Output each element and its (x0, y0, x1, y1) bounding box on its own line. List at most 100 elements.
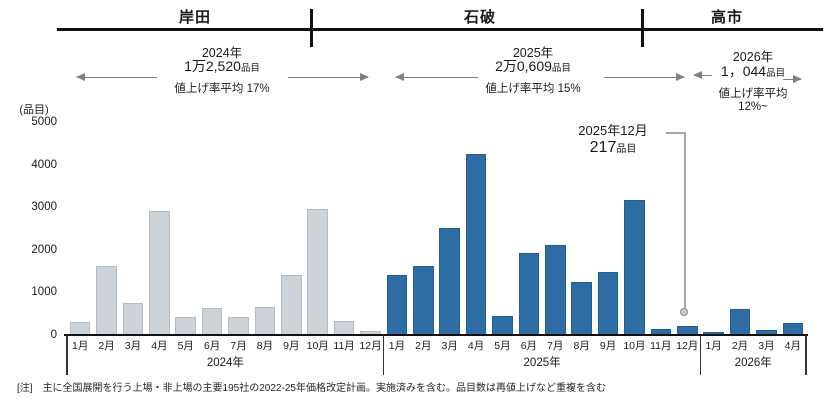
bar-2024年-6月 (201, 308, 223, 335)
x-tick-label: 8月 (256, 340, 274, 352)
pm-section-label-ishiba: 石破 (463, 9, 496, 26)
bar-slot (199, 121, 225, 335)
x-tick-label: 3月 (758, 340, 775, 352)
callout-leader-line-horizontal (666, 132, 685, 134)
bar-slot (384, 121, 410, 335)
x-tick-label: 1月 (388, 340, 406, 352)
bar-2025年-8月 (571, 281, 592, 335)
bar-2024年-4月 (149, 211, 170, 335)
bar-2024年-8月 (254, 306, 276, 335)
bar-group-2026年 (700, 121, 806, 335)
x-tick-label: 9月 (283, 340, 300, 352)
x-tick-label: 3月 (441, 340, 458, 352)
callout-value-unit: 品目 (616, 144, 637, 155)
x-tick-label: 2月 (731, 340, 749, 352)
period-2026-year: 2026年 (732, 50, 774, 64)
x-tick-label: 8月 (573, 340, 590, 352)
x-axis-separator (382, 335, 385, 375)
period-2026-count-value: 1，044 (720, 63, 767, 79)
x-tick-label: 4月 (467, 340, 485, 352)
bar-2024年-2月 (96, 265, 117, 335)
pm-section-label-takaichi: 高市 (710, 9, 743, 26)
bar-slot (93, 121, 119, 335)
bar-2025年-2月 (413, 265, 434, 335)
bar-slot (463, 121, 489, 335)
bar-slot (225, 121, 251, 335)
x-label-group-2026年: 1月 2月 3月 4月 2026年 (700, 338, 806, 372)
bar-slot (120, 121, 146, 335)
footnote: [注] 主に全国展開を行う上場・非上場の主要195社の2022-25年価格改定計… (17, 383, 606, 394)
x-tick-label: 2月 (98, 340, 115, 352)
period-2026-count: 1，044品目 (653, 61, 827, 81)
y-tick-label: 1000 (31, 286, 57, 299)
bar-slot (780, 121, 806, 335)
bar-slot (437, 121, 463, 335)
x-tick-label: 11月 (650, 340, 672, 352)
x-tick-label: 6月 (520, 340, 538, 352)
range-arrow-left-2024 (76, 73, 157, 81)
period-2024-year: 2024年 (201, 46, 243, 60)
bar-slot (674, 121, 700, 335)
bar-slot (753, 121, 779, 335)
period-2026-rate-line2: 12%~ (738, 101, 768, 113)
x-axis-separator (66, 335, 68, 375)
bar-slot (516, 121, 542, 335)
x-tick-label: 10月 (623, 340, 646, 352)
bar-2024年-3月 (122, 302, 144, 335)
y-tick-label: 2000 (31, 243, 57, 256)
x-tick-label: 6月 (203, 340, 221, 352)
period-2025-rate: 値上げ率平均 15% (485, 83, 581, 95)
callout-value: 217品目 (557, 138, 669, 160)
bar-plot-area (67, 121, 806, 335)
range-arrow-right-2025 (604, 73, 685, 81)
bar-2025年-4月 (465, 154, 487, 335)
bar-2024年-7月 (228, 317, 249, 335)
timeline-divider (310, 9, 313, 47)
bar-slot (146, 121, 172, 335)
period-2024-count-value: 1万2,520 (184, 58, 241, 74)
x-label-group-2024年: 1月 2月 3月 4月 5月 6月 7月 8月 9月 10月 11月 12月 2024年 (67, 338, 384, 372)
callout-date: 2025年12月 (578, 123, 648, 138)
bar-2025年-7月 (544, 245, 566, 335)
bar-slot (278, 121, 304, 335)
period-2025-count-unit: 品目 (551, 63, 571, 74)
bar-slot (489, 121, 515, 335)
y-tick-label: 5000 (31, 116, 57, 128)
period-2024-count: 1万2,520品目 (122, 56, 322, 76)
bar-2024年-5月 (175, 317, 197, 335)
bar-group-2024年 (67, 121, 384, 335)
period-2026-rate-line1: 値上げ率平均 (718, 88, 788, 100)
x-axis-line (64, 334, 808, 336)
x-tick-label: 4月 (784, 340, 801, 352)
bar-2026年-2月 (729, 308, 751, 335)
x-year-label: 2025年 (523, 357, 561, 369)
range-arrow-left-2026 (693, 71, 712, 79)
bar-2024年-9月 (281, 275, 302, 335)
x-tick-label: 7月 (547, 340, 564, 352)
bar-2025年-3月 (439, 228, 460, 335)
x-tick-label: 12月 (359, 340, 382, 352)
y-tick-label: 0 (50, 329, 57, 341)
x-tick-label: 1月 (72, 340, 89, 352)
x-axis-separator (805, 335, 807, 375)
x-tick-label: 4月 (151, 340, 168, 352)
timeline-divider (641, 9, 644, 47)
x-tick-label: 3月 (124, 340, 142, 352)
callout-leader-line-vertical (684, 132, 686, 308)
period-2025-year: 2025年 (512, 46, 554, 60)
timeline-axis (57, 28, 823, 31)
bar-2025年-6月 (518, 252, 540, 335)
bar-2024年-10月 (307, 209, 328, 335)
x-axis-labels: 1月 2月 3月 4月 5月 6月 7月 8月 9月 10月 11月 12月 2024年 1月 2月 3月 4月… (67, 338, 806, 372)
bar-slot (727, 121, 753, 335)
x-axis-separator (699, 335, 702, 375)
x-year-label: 2026年 (734, 357, 772, 369)
period-2024-rate: 値上げ率平均 17% (174, 83, 270, 95)
bar-slot (357, 121, 383, 335)
bar-slot (173, 121, 199, 335)
range-arrow-left-2025 (395, 73, 478, 81)
bar-slot (331, 121, 357, 335)
x-tick-label: 12月 (676, 340, 699, 352)
x-tick-label: 11月 (333, 340, 355, 352)
range-arrow-right-2026 (783, 75, 802, 83)
